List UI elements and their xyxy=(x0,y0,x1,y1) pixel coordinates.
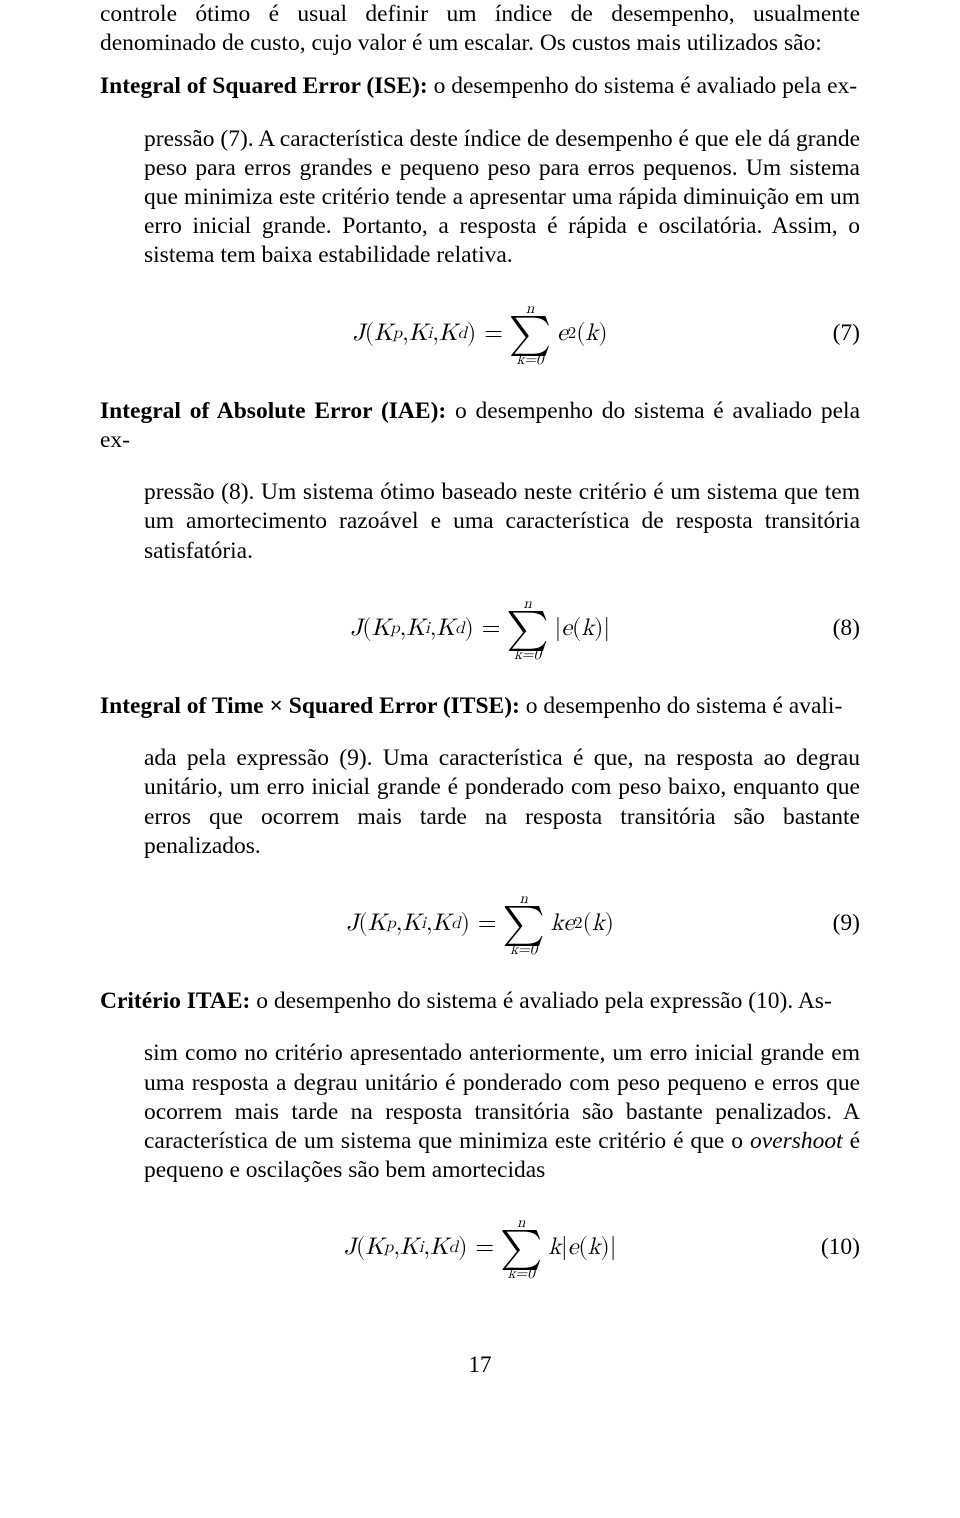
eq8-sum: n ∑ k=0 xyxy=(506,596,548,662)
eq9-lower: k=0 xyxy=(510,942,537,957)
eq8-c1: , xyxy=(400,614,407,644)
iae-rest: pressão (8). Um sistema ótimo baseado ne… xyxy=(144,478,860,565)
eq7-c1: , xyxy=(402,319,409,349)
eq7-po: ( xyxy=(576,319,585,349)
eq10-po: ( xyxy=(578,1233,587,1263)
eq8-po: ( xyxy=(572,614,581,644)
eq7-pc: ) xyxy=(598,319,607,349)
eq9-e: e xyxy=(563,909,574,939)
eq7-lower: k=0 xyxy=(516,352,543,367)
eq8-lower: k=0 xyxy=(514,647,541,662)
eq10-Kd: K xyxy=(430,1233,449,1263)
eq7-open: ( xyxy=(365,319,374,349)
eq8-Kd: K xyxy=(436,614,455,644)
itae-label: Critério ITAE: xyxy=(100,988,250,1014)
ise-block: Integral of Squared Error (ISE): o desem… xyxy=(100,72,860,270)
eq7-Kd: K xyxy=(439,319,458,349)
eq9-eq: ) = xyxy=(461,909,497,939)
eq10-bar2: | xyxy=(610,1233,617,1263)
ise-first-line: o desempenho do sistema é avaliado pela … xyxy=(428,73,857,99)
eq8-c2: , xyxy=(430,614,437,644)
eq7-c2: , xyxy=(432,319,439,349)
eq10-eq: ) = xyxy=(458,1233,494,1263)
itae-overshoot: overshoot xyxy=(750,1128,843,1154)
eq10-open: ( xyxy=(356,1233,365,1263)
eq10-k2: k xyxy=(588,1233,601,1263)
equation-7: J(Kp, Ki, Kd) = n ∑ k=0 e2(k) (7) xyxy=(100,301,860,367)
eq8-open: ( xyxy=(362,614,371,644)
page-number: 17 xyxy=(100,1351,860,1380)
ise-rest: pressão (7). A característica deste índi… xyxy=(144,125,860,271)
eq8-eq: ) = xyxy=(464,614,500,644)
eq7-Ki: K xyxy=(409,319,428,349)
itae-first-line: o desempenho do sistema é avaliado pela … xyxy=(250,988,831,1014)
eq10-c2: , xyxy=(423,1233,430,1263)
eq10-bar1: | xyxy=(561,1233,568,1263)
eq8-k: k xyxy=(581,614,594,644)
itae-block: Critério ITAE: o desempenho do sistema é… xyxy=(100,987,860,1185)
itse-rest: ada pela expressão (9). Uma característi… xyxy=(144,744,860,861)
eq9-open: ( xyxy=(358,909,367,939)
eq7-eq: ) = xyxy=(467,319,503,349)
eq8-J: J xyxy=(350,614,362,644)
equation-9: J(Kp, Ki, Kd) = n ∑ k=0 ke2(k) (9) xyxy=(100,891,860,957)
eq9-J: J xyxy=(346,909,358,939)
eq7-number: (7) xyxy=(833,319,860,348)
eq9-k2: k xyxy=(592,909,605,939)
eq9-po: ( xyxy=(583,909,592,939)
iae-block: Integral of Absolute Error (IAE): o dese… xyxy=(100,397,860,566)
eq7-Kp: K xyxy=(374,319,393,349)
eq10-number: (10) xyxy=(821,1233,860,1262)
eq8-bar2: | xyxy=(603,614,610,644)
itse-first-line: o desempenho do sistema é avali- xyxy=(520,693,842,719)
eq7-J: J xyxy=(352,319,364,349)
itse-block: Integral of Time × Squared Error (ITSE):… xyxy=(100,692,860,861)
itse-label: Integral of Time × Squared Error (ITSE): xyxy=(100,693,520,719)
eq9-c2: , xyxy=(426,909,433,939)
eq7-sum: n ∑ k=0 xyxy=(509,301,551,367)
eq7-e: e xyxy=(557,319,568,349)
eq9-k1: k xyxy=(551,909,564,939)
eq7-k: k xyxy=(586,319,599,349)
eq9-sum: n ∑ k=0 xyxy=(503,891,545,957)
eq10-e: e xyxy=(568,1233,579,1263)
eq9-c1: , xyxy=(396,909,403,939)
eq8-number: (8) xyxy=(833,614,860,643)
eq9-number: (9) xyxy=(833,909,860,938)
eq10-Kp: K xyxy=(365,1233,384,1263)
eq9-Kp: K xyxy=(368,909,387,939)
eq9-Ki: K xyxy=(402,909,421,939)
intro-paragraph: controle ótimo é usual definir um índice… xyxy=(100,0,860,58)
equation-8: J(Kp, Ki, Kd) = n ∑ k=0 |e(k)| (8) xyxy=(100,596,860,662)
eq9-Kd: K xyxy=(433,909,452,939)
eq9-pc: ) xyxy=(605,909,614,939)
eq8-pc: ) xyxy=(594,614,603,644)
eq10-sum: n ∑ k=0 xyxy=(500,1215,542,1281)
eq10-Ki: K xyxy=(400,1233,419,1263)
ise-label: Integral of Squared Error (ISE): xyxy=(100,73,428,99)
itae-rest: sim como no critério apresentado anterio… xyxy=(144,1039,860,1185)
eq10-c1: , xyxy=(393,1233,400,1263)
equation-10: J(Kp, Ki, Kd) = n ∑ k=0 k|e(k)| (10) xyxy=(100,1215,860,1281)
eq8-Ki: K xyxy=(406,614,425,644)
eq8-bar1: | xyxy=(555,614,562,644)
eq10-pc: ) xyxy=(600,1233,609,1263)
iae-label: Integral of Absolute Error (IAE): xyxy=(100,398,446,424)
eq8-Kp: K xyxy=(372,614,391,644)
eq8-e: e xyxy=(561,614,572,644)
eq10-J: J xyxy=(344,1233,356,1263)
eq10-k1: k xyxy=(548,1233,561,1263)
eq10-lower: k=0 xyxy=(508,1266,535,1281)
